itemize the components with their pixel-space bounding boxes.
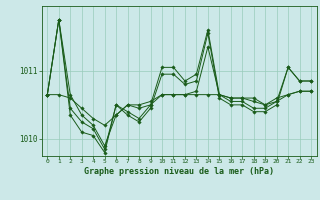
X-axis label: Graphe pression niveau de la mer (hPa): Graphe pression niveau de la mer (hPa) bbox=[84, 167, 274, 176]
